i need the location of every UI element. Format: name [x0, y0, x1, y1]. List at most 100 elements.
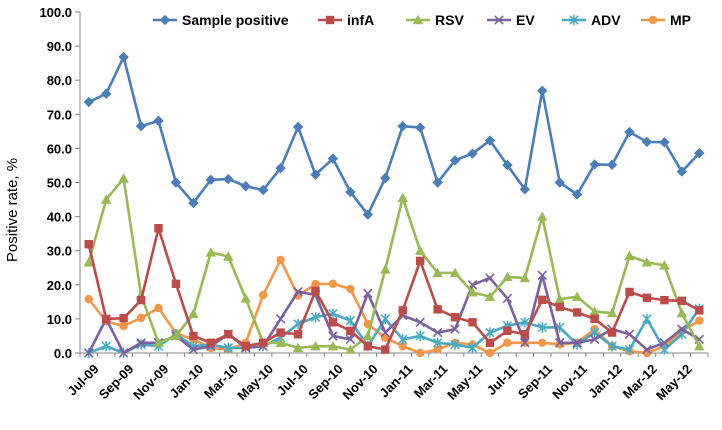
data-point-infa — [171, 279, 181, 288]
data-point-mp — [119, 321, 128, 331]
data-point-infa — [398, 306, 407, 315]
data-point-sample-positive — [606, 159, 618, 170]
series-sample-positive — [83, 51, 705, 220]
data-point-rsv — [537, 211, 548, 221]
data-point-infa — [84, 240, 93, 249]
data-point-infa — [538, 295, 547, 305]
data-point-infa — [136, 295, 146, 305]
legend-label: MP — [670, 12, 691, 28]
data-point-infa — [660, 295, 669, 305]
data-point-ev — [589, 334, 600, 345]
data-point-sample-positive — [624, 126, 635, 138]
data-point-infa — [154, 223, 163, 233]
data-point-rsv — [694, 340, 705, 351]
data-point-sample-positive — [589, 159, 600, 170]
data-point-ev — [659, 338, 670, 348]
data-point-rsv — [188, 308, 199, 318]
data-point-mp — [136, 313, 146, 323]
data-point-ev — [520, 338, 530, 348]
data-point-rsv — [362, 330, 374, 341]
legend-swatch-marker — [159, 14, 171, 26]
data-point-sample-positive — [240, 181, 251, 192]
data-point-mp — [311, 279, 320, 289]
data-point-ev — [502, 293, 513, 304]
data-point-rsv — [83, 257, 94, 267]
data-point-infa — [119, 314, 128, 323]
data-point-sample-positive — [484, 135, 496, 146]
data-point-sample-positive — [345, 186, 356, 198]
data-point-rsv — [449, 267, 461, 278]
data-point-sample-positive — [659, 137, 670, 148]
data-point-adv — [642, 313, 652, 325]
data-point-sample-positive — [310, 169, 321, 180]
x-tick-label: Sep-10 — [305, 361, 346, 402]
data-point-sample-positive — [275, 162, 286, 174]
data-point-adv — [310, 311, 321, 323]
data-point-rsv — [310, 340, 321, 351]
data-point-infa — [363, 341, 373, 351]
legend-entry-sample-positive: Sample positive — [153, 12, 289, 28]
data-point-sample-positive — [502, 159, 513, 171]
data-point-ev — [537, 270, 548, 281]
data-point-ev — [118, 348, 129, 358]
x-tick-label: Mar-10 — [201, 361, 241, 401]
x-tick-label: Jul-11 — [484, 361, 521, 398]
data-point-mp — [154, 303, 163, 313]
y-tick-label: 10.0 — [47, 312, 72, 327]
x-tick-label: Jan-11 — [376, 361, 415, 400]
legend-label: Sample positive — [182, 12, 289, 28]
y-tick-label: 60.0 — [47, 141, 72, 156]
data-point-infa — [381, 345, 390, 354]
data-point-infa — [276, 328, 285, 337]
data-point-mp — [328, 279, 338, 288]
data-point-ev — [328, 331, 338, 341]
data-point-mp — [538, 338, 547, 347]
data-point-sample-positive — [83, 96, 94, 108]
data-point-infa — [293, 330, 303, 339]
series-line-sample-positive — [88, 55, 701, 216]
data-point-rsv — [641, 257, 653, 267]
data-point-mp — [84, 294, 93, 304]
data-point-sample-positive — [449, 155, 461, 166]
data-point-infa — [485, 338, 495, 347]
data-point-infa — [258, 338, 268, 347]
data-point-infa — [695, 306, 704, 315]
data-point-sample-positive — [327, 153, 339, 164]
data-point-infa — [555, 302, 564, 312]
data-point-adv — [450, 339, 460, 350]
x-tick-label: May-10 — [234, 361, 276, 403]
data-point-ev — [485, 273, 495, 283]
data-point-adv — [223, 342, 234, 354]
data-point-sample-positive — [694, 147, 705, 159]
x-tick-label: May-12 — [653, 361, 695, 403]
data-point-rsv — [414, 245, 426, 255]
data-point-adv — [589, 327, 600, 338]
data-point-infa — [450, 312, 460, 322]
series-infa — [84, 223, 704, 354]
data-point-infa — [328, 318, 338, 327]
data-point-rsv — [275, 337, 286, 347]
legend-swatch-marker — [569, 14, 579, 26]
data-point-sample-positive — [397, 121, 408, 132]
data-point-ev — [624, 329, 635, 340]
data-point-ev — [572, 338, 582, 348]
data-point-rsv — [659, 260, 670, 270]
data-point-infa — [607, 328, 617, 337]
y-tick-label: 80.0 — [47, 73, 72, 88]
y-axis-label: Positive rate, % — [4, 158, 21, 262]
series-group — [83, 51, 705, 359]
data-point-infa — [572, 308, 582, 317]
data-point-adv — [101, 340, 111, 352]
data-point-infa — [468, 318, 477, 327]
data-point-mp — [276, 255, 285, 265]
data-point-adv — [537, 322, 548, 333]
x-tick-label: May-11 — [444, 361, 485, 402]
data-point-sample-positive — [641, 136, 653, 148]
data-point-infa — [346, 326, 355, 336]
data-point-sample-positive — [188, 197, 199, 209]
data-point-infa — [224, 330, 233, 339]
data-point-sample-positive — [153, 115, 164, 126]
y-tick-label: 20.0 — [47, 278, 72, 293]
data-point-ev — [293, 286, 303, 297]
data-point-infa — [433, 305, 442, 314]
